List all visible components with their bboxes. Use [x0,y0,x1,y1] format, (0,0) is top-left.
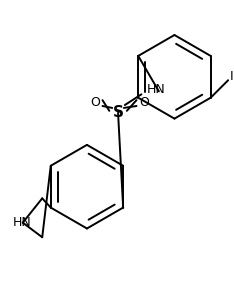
Text: I: I [230,70,234,83]
Text: HN: HN [13,216,32,229]
Text: O: O [139,96,149,108]
Text: O: O [90,96,100,108]
Text: HN: HN [147,83,166,96]
Text: S: S [113,105,124,120]
